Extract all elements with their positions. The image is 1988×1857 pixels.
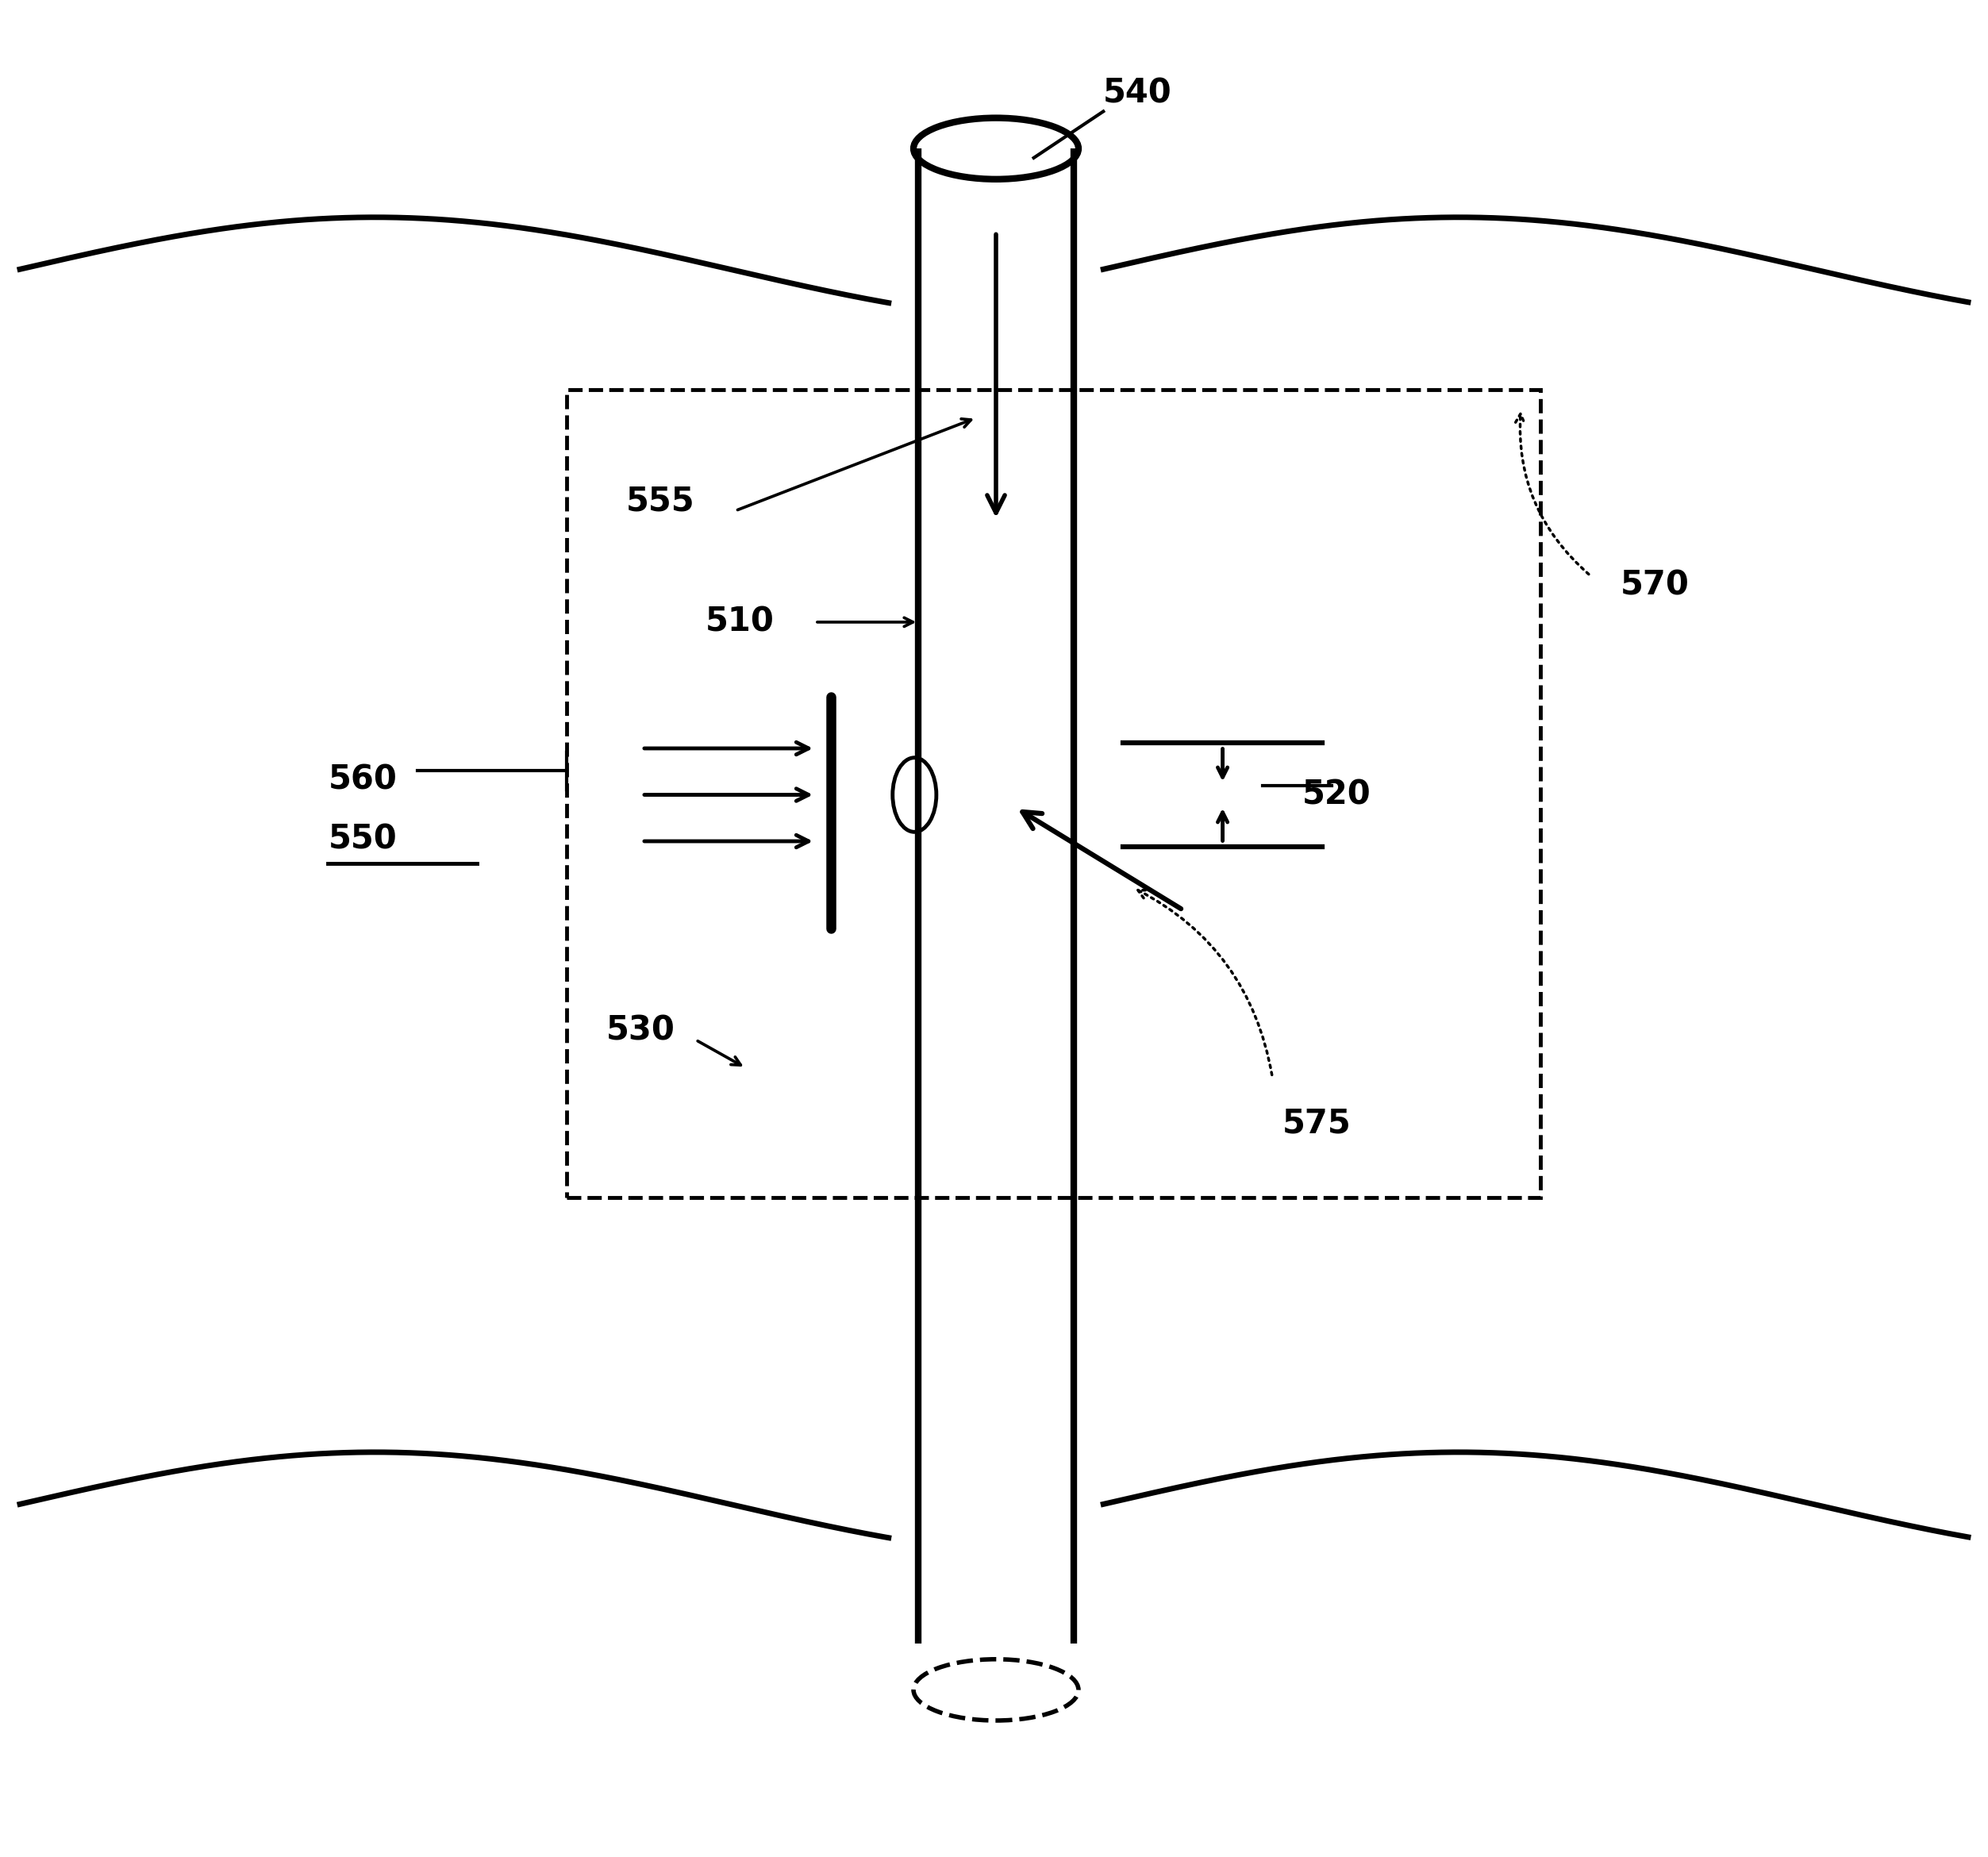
FancyArrowPatch shape	[1137, 890, 1272, 1075]
Text: 540: 540	[1103, 76, 1173, 110]
Text: 555: 555	[626, 485, 696, 518]
Text: 530: 530	[606, 1014, 676, 1047]
Text: 575: 575	[1282, 1107, 1352, 1140]
Text: 570: 570	[1620, 568, 1690, 602]
Text: 510: 510	[706, 605, 775, 639]
Bar	[567, 390, 1541, 1198]
Text: 560: 560	[328, 763, 398, 797]
Text: 550: 550	[328, 823, 398, 856]
Text: 520: 520	[1302, 778, 1372, 812]
FancyArrowPatch shape	[1515, 414, 1588, 574]
